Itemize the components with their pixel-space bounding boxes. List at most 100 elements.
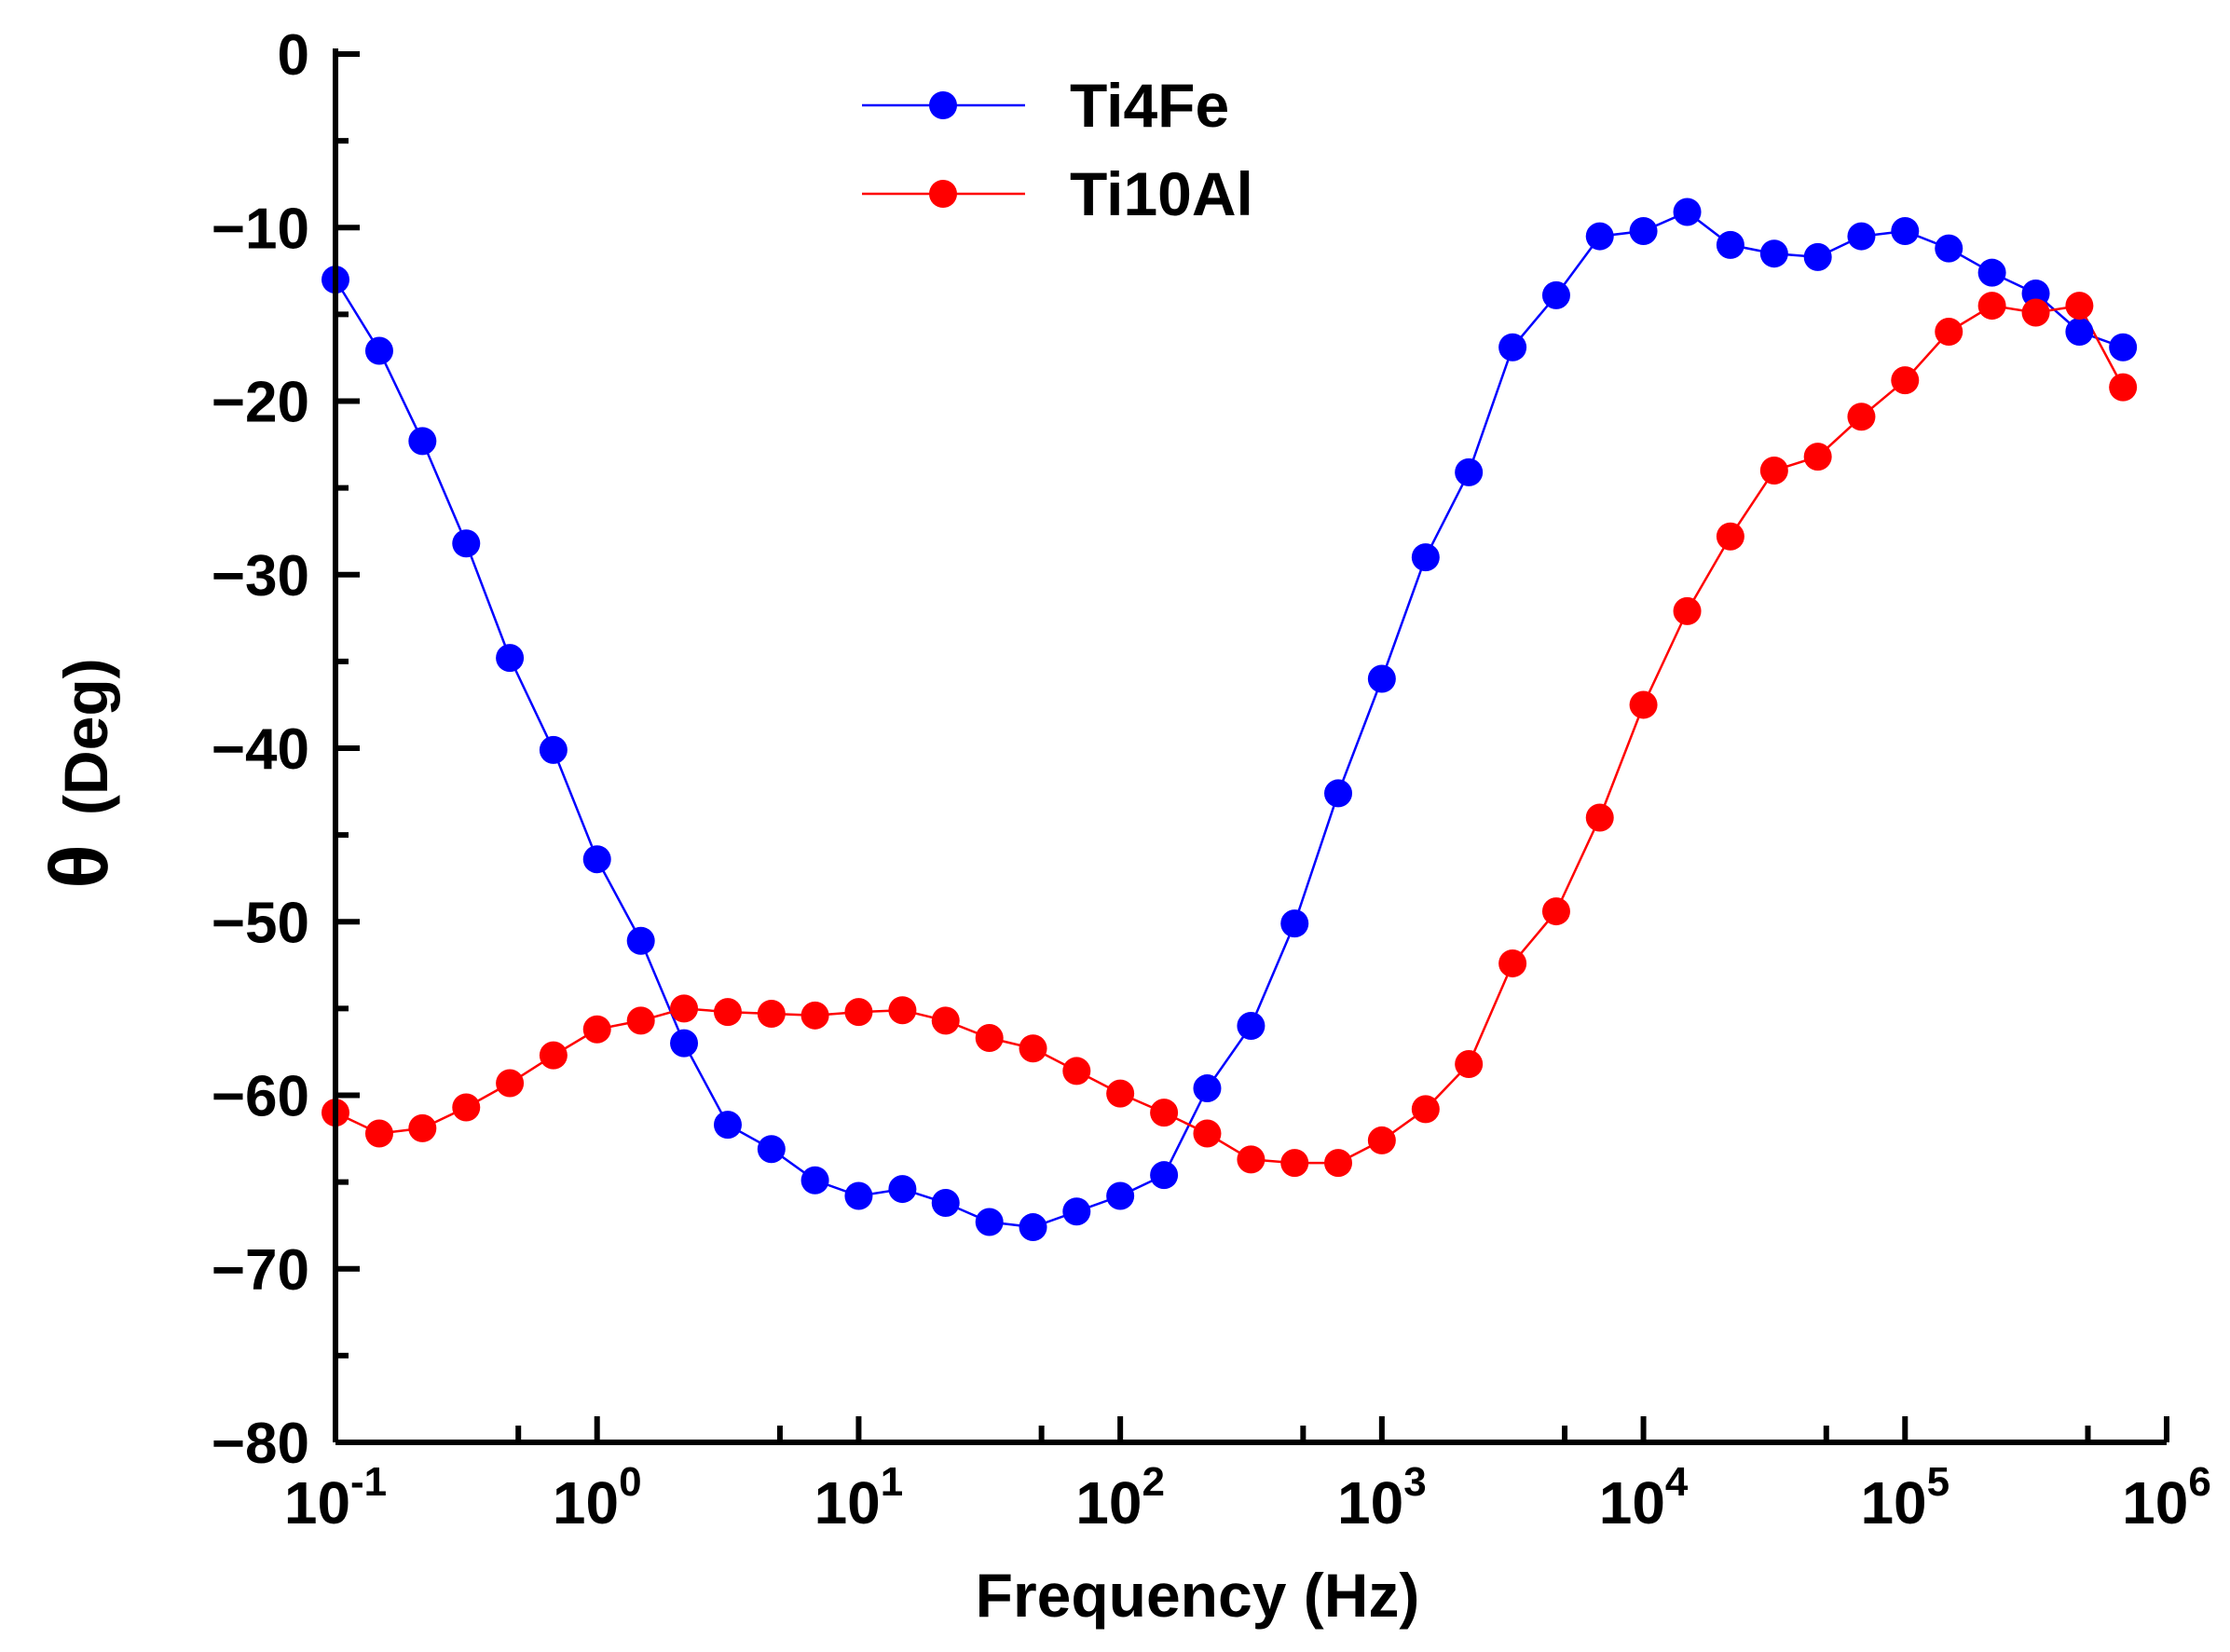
- x-tick-exponent: 6: [2188, 1459, 2210, 1505]
- data-point-ti10al: [626, 1006, 655, 1035]
- data-point-ti4fe: [757, 1135, 786, 1164]
- data-point-ti10al: [1019, 1034, 1047, 1063]
- x-tick-base: 10: [1599, 1469, 1665, 1536]
- data-point-ti10al: [2109, 373, 2138, 402]
- series-markers: [322, 198, 2138, 1242]
- data-point-ti4fe: [408, 427, 437, 456]
- data-point-ti4fe: [2109, 333, 2138, 362]
- x-tick-base: 10: [1075, 1469, 1142, 1536]
- data-point-ti10al: [975, 1024, 1004, 1053]
- y-tick-label: −60: [212, 1065, 309, 1129]
- data-point-ti4fe: [1803, 242, 1832, 271]
- series-lines: [334, 211, 2125, 1229]
- data-point-ti10al: [1237, 1145, 1265, 1174]
- data-point-ti4fe: [1541, 280, 1570, 309]
- data-point-ti4fe: [364, 336, 393, 365]
- data-point-ti10al: [1629, 690, 1658, 719]
- data-point-ti4fe: [1673, 198, 1702, 226]
- data-point-ti4fe: [1759, 239, 1788, 268]
- data-point-ti10al: [496, 1069, 525, 1098]
- x-tick-exponent: -1: [350, 1459, 387, 1505]
- data-point-ti10al: [1062, 1057, 1091, 1085]
- data-point-ti4fe: [1280, 909, 1309, 938]
- legend-label-ti4fe: Ti4Fe: [1070, 71, 1229, 140]
- data-point-ti4fe: [1411, 543, 1440, 572]
- x-axis-title: Frequency (Hz): [976, 1561, 1420, 1630]
- data-point-ti10al: [713, 998, 742, 1027]
- data-point-ti4fe: [931, 1188, 960, 1217]
- data-point-ti4fe: [1891, 216, 1920, 245]
- data-point-ti10al: [1455, 1049, 1484, 1078]
- data-point-ti4fe: [452, 529, 481, 558]
- x-tick-exponent: 0: [619, 1459, 641, 1505]
- data-point-ti4fe: [670, 1029, 699, 1058]
- y-tick-label: 0: [278, 23, 309, 88]
- data-point-ti10al: [800, 1001, 829, 1030]
- legend-marker-ti4fe: [929, 91, 957, 119]
- data-point-ti4fe: [888, 1175, 917, 1204]
- data-point-ti10al: [1541, 897, 1570, 926]
- x-tick-base: 10: [1337, 1469, 1403, 1536]
- data-point-ti4fe: [1367, 664, 1396, 693]
- x-tick-label: 100: [553, 1459, 642, 1536]
- data-point-ti10al: [582, 1015, 611, 1044]
- data-point-ti4fe: [496, 644, 525, 673]
- x-tick-exponent: 3: [1403, 1459, 1426, 1505]
- data-point-ti4fe: [1019, 1213, 1047, 1242]
- data-point-ti4fe: [1847, 222, 1876, 251]
- y-axis-title-symbol: θ: [33, 844, 125, 889]
- data-point-ti4fe: [1237, 1012, 1265, 1040]
- data-point-ti4fe: [1062, 1197, 1091, 1226]
- data-point-ti10al: [1977, 292, 2006, 321]
- x-tick-label: 101: [814, 1459, 904, 1536]
- data-point-ti10al: [670, 994, 699, 1023]
- y-tick-label: −50: [212, 891, 309, 955]
- data-point-ti10al: [1193, 1119, 1222, 1148]
- x-tick-label: 106: [2122, 1459, 2211, 1536]
- legend-marker-ti10al: [929, 180, 957, 208]
- data-point-ti4fe: [1193, 1074, 1222, 1103]
- series-line-ti4fe: [334, 211, 2124, 1229]
- data-point-ti10al: [844, 998, 873, 1027]
- y-axis-title: θ (Deg): [33, 658, 125, 888]
- data-point-ti4fe: [1935, 234, 1963, 263]
- data-point-ti10al: [1935, 318, 1963, 346]
- x-tick-base: 10: [2122, 1469, 2188, 1536]
- data-point-ti10al: [452, 1093, 481, 1122]
- y-axis-title-unit: (Deg): [51, 658, 120, 815]
- data-point-ti4fe: [713, 1111, 742, 1140]
- data-point-ti4fe: [800, 1166, 829, 1195]
- data-point-ti10al: [1673, 596, 1702, 625]
- data-point-ti4fe: [1629, 216, 1658, 245]
- x-tick-exponent: 4: [1665, 1459, 1689, 1505]
- data-point-ti10al: [408, 1113, 437, 1142]
- x-tick-label: 10-1: [284, 1459, 387, 1536]
- axes: [333, 48, 2169, 1445]
- x-tick-label: 105: [1860, 1459, 1950, 1536]
- y-tick-label: −70: [212, 1238, 309, 1303]
- x-tick-label: 104: [1599, 1459, 1689, 1536]
- data-point-ti4fe: [539, 735, 568, 764]
- data-point-ti10al: [1891, 366, 1920, 395]
- data-point-ti4fe: [1977, 258, 2006, 287]
- data-point-ti10al: [1716, 522, 1744, 551]
- data-point-ti10al: [364, 1119, 393, 1148]
- data-point-ti10al: [1150, 1099, 1179, 1127]
- data-point-ti10al: [1324, 1149, 1353, 1178]
- data-point-ti4fe: [1716, 230, 1744, 259]
- data-point-ti10al: [757, 999, 786, 1028]
- x-tick-label: 102: [1075, 1459, 1165, 1536]
- data-point-ti10al: [1367, 1126, 1396, 1154]
- y-tick-label: −30: [212, 544, 309, 608]
- data-point-ti4fe: [1324, 779, 1353, 808]
- data-point-ti4fe: [844, 1181, 873, 1210]
- data-point-ti4fe: [975, 1208, 1004, 1236]
- data-point-ti10al: [539, 1041, 568, 1070]
- y-tick-label: −80: [212, 1412, 309, 1476]
- data-point-ti4fe: [1585, 222, 1614, 251]
- data-point-ti10al: [931, 1006, 960, 1035]
- data-point-ti10al: [2065, 292, 2094, 321]
- data-point-ti4fe: [1106, 1181, 1135, 1210]
- data-point-ti10al: [1585, 803, 1614, 832]
- data-point-ti10al: [1759, 457, 1788, 485]
